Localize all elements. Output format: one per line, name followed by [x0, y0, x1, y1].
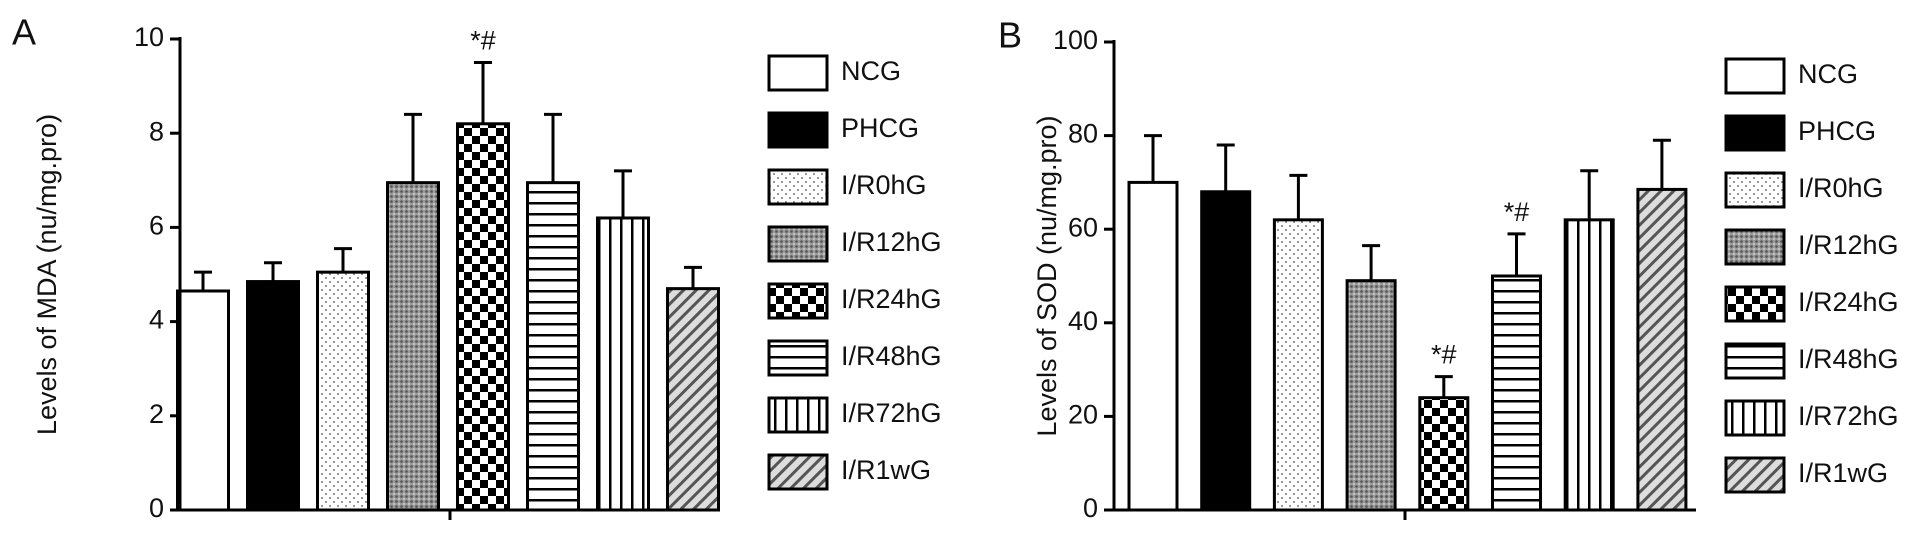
bar: [1272, 218, 1324, 512]
legend-swatch: [767, 453, 829, 491]
y-tick-label: 0: [149, 493, 164, 523]
y-tick-label: 10: [134, 22, 164, 52]
legend-label: I/R24hG: [841, 284, 942, 314]
legend-label: I/R48hG: [1798, 344, 1899, 374]
bar: [316, 270, 370, 512]
y-axis-label: Levels of MDA (nu/mg.pro): [32, 114, 62, 435]
bar: [1418, 396, 1470, 512]
legend-label: I/R72hG: [841, 398, 942, 428]
legend-label: NCG: [1798, 59, 1858, 89]
legend-swatch: [767, 54, 829, 92]
legend-swatch: [1724, 399, 1786, 437]
bar: [1636, 187, 1688, 512]
legend-label: I/R48hG: [841, 341, 942, 371]
legend-label: PHCG: [841, 113, 919, 143]
y-tick-label: 60: [1068, 212, 1098, 242]
legend-swatch: [1724, 342, 1786, 380]
legend-label: I/R1wG: [1798, 458, 1888, 488]
y-tick-label: 4: [149, 305, 164, 335]
bar: [246, 280, 300, 512]
legend-swatch: [767, 225, 829, 263]
legend-swatch: [767, 396, 829, 434]
y-tick-label: 8: [149, 116, 164, 146]
annotation: *#: [470, 26, 496, 56]
bar: [1491, 274, 1542, 512]
y-axis-label: Levels of SOD (nu/mg.pro): [1032, 115, 1062, 436]
annotation: *#: [1431, 340, 1457, 370]
bar: [666, 287, 720, 512]
legend-swatch: [1724, 57, 1786, 95]
bar: [1200, 190, 1252, 512]
legend-label: NCG: [841, 56, 901, 86]
y-tick-label: 100: [1053, 25, 1098, 55]
legend-swatch: [1724, 228, 1786, 266]
legend-swatch: [767, 168, 829, 206]
legend-swatch: [1724, 456, 1786, 494]
bar: [456, 122, 510, 512]
y-tick-label: 20: [1068, 400, 1098, 430]
legend-swatch: [1724, 114, 1786, 152]
panel-label: B: [998, 15, 1022, 56]
legend-label: I/R0hG: [1798, 173, 1884, 203]
annotation: *#: [1504, 197, 1530, 227]
legend-label: PHCG: [1798, 116, 1876, 146]
bar: [596, 216, 650, 512]
legend-swatch: [767, 111, 829, 149]
legend-label: I/R24hG: [1798, 287, 1899, 317]
legend-label: I/R12hG: [1798, 230, 1899, 260]
legend-label: I/R1wG: [841, 455, 931, 485]
bar: [386, 181, 440, 512]
bar: [176, 289, 230, 512]
bar: [526, 181, 580, 512]
bar: [1345, 279, 1397, 512]
y-tick-label: 6: [149, 211, 164, 241]
legend-swatch: [1724, 285, 1786, 323]
bar: [1127, 180, 1179, 512]
legend-label: I/R12hG: [841, 227, 942, 257]
y-tick-label: 40: [1068, 306, 1098, 336]
legend-swatch: [767, 282, 829, 320]
legend-label: I/R0hG: [841, 170, 927, 200]
y-tick-label: 2: [149, 399, 164, 429]
bar: [1563, 218, 1615, 512]
legend-swatch: [1724, 171, 1786, 209]
y-tick-label: 0: [1083, 493, 1098, 523]
panel-label: A: [12, 12, 36, 53]
legend-swatch: [767, 339, 829, 377]
legend-label: I/R72hG: [1798, 401, 1899, 431]
y-tick-label: 80: [1068, 119, 1098, 149]
